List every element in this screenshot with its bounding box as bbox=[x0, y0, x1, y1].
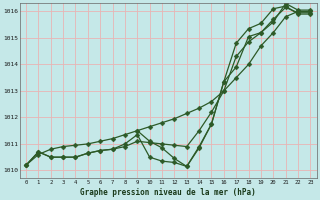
X-axis label: Graphe pression niveau de la mer (hPa): Graphe pression niveau de la mer (hPa) bbox=[80, 188, 256, 197]
